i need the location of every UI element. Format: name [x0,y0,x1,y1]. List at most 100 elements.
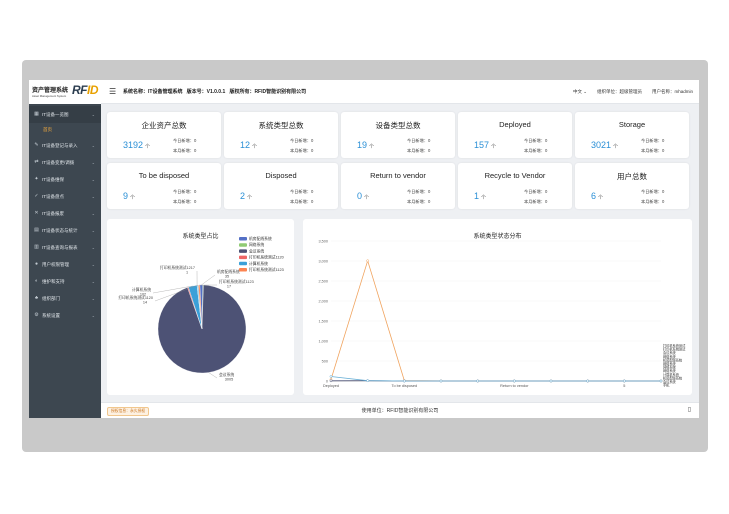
sidebar-item-label: IT设备报废 [42,210,64,216]
sidebar-item-12[interactable]: ⚙ 系统设置 ⌄ [29,307,101,324]
card-value: 12 个 [240,140,258,150]
sidebar-item-3[interactable]: ⇄ IT设备变更/调拨 ⌄ [29,154,101,171]
stat-card[interactable]: Disposed 2 个 今日新增：0 本月新增：0 [224,163,338,209]
data-point[interactable] [366,259,370,263]
data-point[interactable] [402,379,406,383]
card-today: 今日新增：0 [173,138,197,143]
pie-label: 17 [227,285,231,289]
stat-card[interactable]: To be disposed 9 个 今日新增：0 本月新增：0 [107,163,221,209]
sidebar-item-11[interactable]: ♣ 组织部门 ⌄ [29,290,101,307]
legend-swatch [239,249,247,253]
stat-card[interactable]: Return to vendor 0 个 今日新增：0 本月新增：0 [341,163,455,209]
legend-label[interactable]: 网络系统 [249,242,264,247]
line-legend-label[interactable]: 网络系统 [663,368,677,373]
line-title: 系统类型状态分布 [473,234,522,240]
footer-text: 使用单位：RFID智能识别有限公司 [361,408,439,414]
book-icon[interactable]: ▯ [687,407,691,413]
card-title: 设备类型总数 [375,121,421,130]
sidebar-item-1[interactable]: 首页 [29,123,101,137]
card-month: 本月新增：0 [641,199,665,204]
line-legend-label[interactable]: 打印机系统测试 [663,343,686,348]
grid-icon: ▦ [34,111,39,117]
line-legend-label[interactable]: 打印机系统测试 [663,347,686,352]
y-tick-label: 2,000 [318,299,328,303]
pie-label: 计算机系统 [132,287,151,292]
top-header: ☰ 系统名称：IT设备管理系统 版本号：V1.0.0.1 版权所有：RFID智能… [101,80,699,104]
legend-swatch [239,268,247,272]
stat-card[interactable]: 企业资产总数 3192 个 今日新增：0 本月新增：0 [107,112,221,158]
data-point[interactable] [329,379,333,383]
legend-label[interactable]: 打印机系统测试1120 [249,255,284,260]
table-icon: ▥ [34,244,39,250]
line-legend-label[interactable]: 手机 [663,383,670,388]
sidebar-item-4[interactable]: ✦ IT设备维保 ⌄ [29,171,101,188]
gear-icon: ⚙ [34,312,39,318]
wrench-icon: ✦ [34,176,39,182]
line-legend-label[interactable]: 网络系统 [663,361,677,366]
line-legend-label[interactable]: 网络系统 [663,365,677,370]
y-tick-label: 2,500 [318,279,328,283]
card-month: 本月新增：0 [524,148,548,153]
chevron-down-icon: ⌄ [91,143,95,148]
card-title: 用户总数 [617,172,647,181]
stat-card[interactable]: Deployed 157 个 今日新增：0 本月新增：0 [458,112,572,158]
sidebar-item-8[interactable]: ▥ IT设备查询与报表 ⌄ [29,239,101,256]
stat-card[interactable]: 用户总数 6 个 今日新增：0 本月新增：0 [575,163,689,209]
card-month: 本月新增：0 [407,148,431,153]
stat-card[interactable]: 系统类型总数 12 个 今日新增：0 本月新增：0 [224,112,338,158]
sidebar-item-6[interactable]: ✕ IT设备报废 ⌄ [29,205,101,222]
data-point[interactable] [329,375,333,378]
legend-label[interactable]: 会议系统 [249,248,264,253]
card-month: 本月新增：0 [173,148,197,153]
legend-label[interactable]: 打印机系统测试1123 [249,267,284,272]
data-point[interactable] [659,379,663,383]
card-today: 今日新增：0 [641,138,665,143]
card-today: 今日新增：0 [290,189,314,194]
sidebar-nav: ▦ IT设备一览图 ⌄ 首页 ✎ IT设备登记与录入 ⌄ ⇄ IT设备变更/调拨 ⌄ ✦ IT设备维保… [29,106,101,324]
sidebar-item-5[interactable]: ✓ IT设备盘点 ⌄ [29,188,101,205]
sidebar-item-label: 系统设置 [42,312,60,318]
data-point[interactable] [512,379,516,383]
card-today: 今日新增：0 [641,189,665,194]
sidebar-item-7[interactable]: ▤ IT设备状态与统计 ⌄ [29,222,101,239]
card-today: 今日新增：0 [407,189,431,194]
app-window: 资产管理系统 Asset Management System RFID ▦ IT设… [29,80,699,418]
card-month: 本月新增：0 [524,199,548,204]
line-legend-label[interactable]: 机房配线系统 [663,357,683,362]
sidebar-item-label: 组织部门 [42,295,60,301]
user-name[interactable]: 用户名称：mhadmin [651,89,693,94]
data-point[interactable] [439,379,443,383]
sidebar-item-10[interactable]: ◐ 维护和支持 ⌄ [29,273,101,290]
series-line[interactable] [330,376,661,382]
menu-toggle-icon[interactable]: ☰ [109,87,117,96]
bar-chart-icon: ▤ [34,227,39,233]
x-tick-label: Deployed [323,384,339,388]
data-point[interactable] [586,379,590,383]
line-legend-label[interactable]: 网络系统 [663,354,677,359]
pie-label: 打印机系统测试1123 [219,279,254,284]
legend-label[interactable]: 计算机系统 [249,261,268,266]
data-point[interactable] [549,379,553,383]
language-select[interactable]: 中文 ⌄ [572,89,587,94]
data-point[interactable] [622,379,626,383]
sidebar-item-9[interactable]: ● 用户权限管理 ⌄ [29,256,101,273]
stat-card[interactable]: 设备类型总数 19 个 今日新增：0 本月新增：0 [341,112,455,158]
line-legend-label[interactable]: 会议系统 [663,379,677,384]
card-value: 3021 个 [591,140,619,150]
logo: 资产管理系统 Asset Management System RFID [29,80,101,104]
line-legend-label[interactable]: 会议系统 [663,350,677,355]
y-tick-label: 3,000 [318,259,328,263]
sidebar-item-2[interactable]: ✎ IT设备登记与录入 ⌄ [29,137,101,154]
data-point[interactable] [366,379,370,383]
stat-card[interactable]: Recycle to Vendor 1 个 今日新增：0 本月新增：0 [458,163,572,209]
legend-label[interactable]: 机房配线系统 [249,236,272,241]
line-legend-label[interactable]: 机房配线系统 [663,375,683,380]
data-point[interactable] [476,379,480,383]
sidebar-item-0[interactable]: ▦ IT设备一览图 ⌄ [29,106,101,123]
stat-card[interactable]: Storage 3021 个 今日新增：0 本月新增：0 [575,112,689,158]
card-month: 本月新增：0 [290,148,314,153]
card-today: 今日新增：0 [407,138,431,143]
chevron-down-icon: ⌄ [91,211,95,216]
line-legend-label[interactable]: 计算机系统 [663,372,680,377]
